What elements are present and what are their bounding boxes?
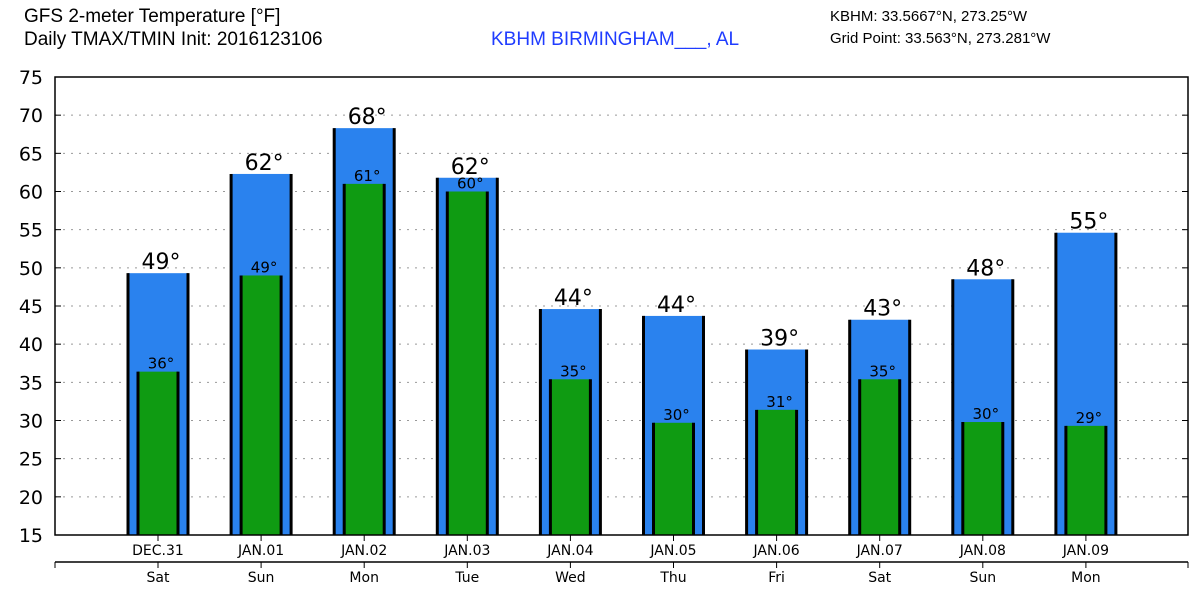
x-weekday-label: Sat: [868, 570, 891, 586]
y-tick-label: 60: [19, 182, 43, 204]
tmin-label: 35°: [560, 362, 587, 380]
y-tick-label: 50: [19, 258, 43, 280]
grid-point-coords: Grid Point: 33.563°N, 273.281°W: [830, 30, 1051, 47]
x-date-label: JAN.01: [237, 543, 284, 559]
tmin-bar: [344, 183, 385, 535]
chart-subtitle: Daily TMAX/TMIN Init: 2016123106: [24, 29, 323, 50]
y-tick-label: 55: [19, 220, 43, 242]
tmin-label: 30°: [663, 406, 690, 424]
chart-title: GFS 2-meter Temperature [°F]: [24, 6, 281, 27]
tmin-bar: [962, 422, 1003, 535]
tmin-label: 49°: [251, 258, 278, 276]
tmax-label: 68°: [348, 105, 387, 130]
tmax-label: 49°: [142, 250, 181, 275]
tmin-bar: [138, 371, 178, 535]
x-weekday-label: Tue: [454, 570, 479, 586]
tmin-bar: [241, 275, 282, 535]
tmin-bar: [447, 191, 488, 535]
x-date-label: JAN.02: [340, 543, 387, 559]
x-weekday-label: Sun: [248, 570, 275, 586]
x-date-label: DEC.31: [132, 543, 184, 559]
x-weekday-label: Wed: [555, 570, 586, 586]
location-label: KBHM BIRMINGHAM___, AL: [491, 29, 740, 50]
y-tick-label: 75: [19, 67, 43, 89]
tmin-label: 60°: [457, 175, 484, 193]
x-weekday-label: Sun: [969, 570, 996, 586]
tmin-bar: [756, 409, 797, 535]
tmax-label: 44°: [554, 286, 593, 311]
x-date-label: JAN.09: [1062, 543, 1109, 559]
station-coords: KBHM: 33.5667°N, 273.25°W: [830, 8, 1028, 25]
y-tick-label: 70: [19, 105, 43, 127]
tmax-label: 43°: [863, 297, 902, 322]
x-weekday-label: Thu: [659, 570, 686, 586]
x-weekday-label: Sat: [147, 570, 170, 586]
x-weekday-label: Mon: [349, 570, 379, 586]
y-tick-label: 45: [19, 296, 43, 318]
x-date-label: JAN.07: [856, 543, 903, 559]
tmin-label: 29°: [1076, 409, 1103, 427]
tmax-label: 44°: [657, 293, 696, 318]
y-tick-label: 35: [19, 372, 43, 394]
y-tick-label: 65: [19, 143, 43, 165]
y-tick-label: 30: [19, 411, 43, 433]
tmax-label: 62°: [451, 155, 490, 180]
x-date-label: JAN.03: [443, 543, 490, 559]
tmax-label: 62°: [245, 151, 284, 176]
x-weekday-label: Fri: [768, 570, 785, 586]
y-tick-label: 40: [19, 334, 43, 356]
tmin-bar: [653, 422, 694, 535]
tmin-label: 36°: [148, 355, 175, 373]
tmin-label: 31°: [766, 393, 793, 411]
tmin-label: 61°: [354, 167, 381, 185]
x-weekday-label: Mon: [1071, 570, 1101, 586]
x-date-label: JAN.04: [546, 543, 593, 559]
tmin-bar: [859, 379, 900, 535]
x-date-label: JAN.06: [752, 543, 799, 559]
tmax-label: 48°: [966, 256, 1005, 281]
y-tick-label: 20: [19, 487, 43, 509]
tmin-bar: [550, 379, 591, 535]
x-date-label: JAN.05: [649, 543, 696, 559]
plot-frame: [54, 76, 1189, 536]
y-tick-label: 25: [19, 449, 43, 471]
y-tick-label: 15: [19, 525, 43, 547]
tmax-label: 55°: [1069, 210, 1108, 235]
tmin-label: 35°: [869, 362, 896, 380]
x-date-label: JAN.08: [959, 543, 1006, 559]
tmin-label: 30°: [973, 405, 1000, 423]
tmin-bar: [1065, 425, 1106, 535]
tmax-label: 39°: [760, 327, 799, 352]
